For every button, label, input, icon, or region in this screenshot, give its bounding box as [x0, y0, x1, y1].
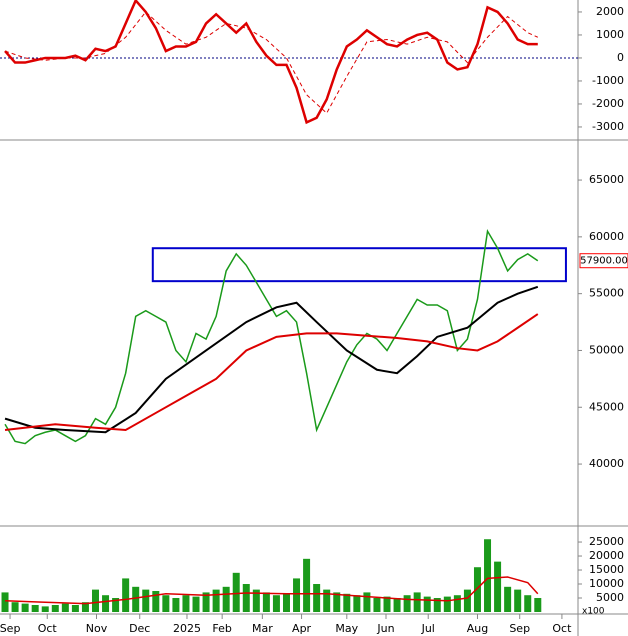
x-tick-label: 2025	[173, 622, 201, 635]
x-tick-label: Sep	[509, 622, 530, 635]
x-tick-label: Aug	[467, 622, 488, 635]
y-tick-label: 55000	[589, 287, 624, 300]
volume-bar	[11, 602, 19, 612]
volume-bar	[403, 595, 411, 612]
volume-bar	[373, 598, 381, 612]
x-tick-label: May	[335, 622, 358, 635]
volume-bar	[363, 592, 371, 612]
volume-bar	[122, 578, 130, 612]
y-tick-label: 45000	[589, 400, 624, 413]
y-tick-label: 65000	[589, 173, 624, 186]
x-tick-label: Oct	[552, 622, 572, 635]
volume-bar	[152, 591, 160, 612]
volume-bar	[132, 586, 140, 612]
volume-bar	[51, 605, 59, 612]
volume-bar	[242, 584, 250, 612]
y-tick-label: 50000	[589, 343, 624, 356]
series-line	[4, 576, 539, 605]
volume-bar	[71, 605, 79, 612]
y-tick-label: 15000	[589, 563, 624, 576]
x-tick-label: Dec	[129, 622, 150, 635]
x-tick-label: Jun	[376, 622, 394, 635]
volume-bar	[433, 598, 441, 612]
volume-bar	[222, 586, 230, 612]
volume-bar	[423, 596, 431, 612]
volume-bar	[182, 595, 190, 612]
y-tick-label: 20000	[589, 549, 624, 562]
volume-bar	[463, 589, 471, 612]
volume-bar	[212, 589, 220, 612]
y-tick-label: -3000	[592, 120, 624, 133]
volume-bar	[81, 602, 89, 612]
volume-bar	[61, 603, 69, 612]
volume-bar	[21, 603, 29, 612]
y-tick-label: 1000	[596, 28, 624, 41]
volume-bar	[102, 595, 110, 612]
volume-bar	[494, 561, 502, 612]
volume-bar	[453, 595, 461, 612]
range-box	[151, 247, 567, 283]
price-label: 57900.00	[580, 256, 628, 267]
volume-bar	[323, 589, 331, 612]
volume-bar	[31, 605, 39, 612]
x-tick-label: Nov	[86, 622, 108, 635]
volume-bar	[252, 589, 260, 612]
volume-bar	[393, 598, 401, 612]
volume-bar	[524, 595, 532, 612]
y-tick-label: -2000	[592, 97, 624, 110]
volume-bar	[41, 606, 49, 612]
volume-bar	[272, 595, 280, 612]
series-line	[4, 313, 539, 432]
volume-bar	[534, 598, 542, 612]
volume-bar	[293, 578, 301, 612]
unit-label: x100	[582, 607, 605, 617]
volume-bar	[473, 567, 481, 612]
volume-bar	[333, 592, 341, 612]
series-line	[4, 0, 538, 125]
y-tick-label: 2000	[596, 5, 624, 18]
volume-bar	[172, 598, 180, 612]
x-tick-label: Apr	[292, 622, 312, 635]
volume-bar	[162, 595, 170, 612]
y-tick-label: 40000	[589, 457, 624, 470]
volume-bar	[262, 592, 270, 612]
volume-bar	[282, 593, 290, 612]
x-tick-label: Mar	[252, 622, 273, 635]
y-tick-label: 60000	[589, 230, 624, 243]
x-tick-label: Sep	[0, 622, 20, 635]
y-tick-label: 0	[617, 51, 624, 64]
volume-bar	[1, 592, 9, 612]
volume-bar	[192, 596, 200, 612]
x-tick-label: Oct	[38, 622, 58, 635]
price-label-box	[579, 253, 628, 269]
volume-bar	[232, 572, 240, 612]
volume-bar	[383, 596, 391, 612]
volume-bar	[413, 592, 421, 612]
y-tick-label: 10000	[589, 577, 624, 590]
volume-bar	[202, 592, 210, 612]
volume-bar	[303, 558, 311, 612]
volume-bar	[112, 598, 120, 612]
volume-bar	[313, 584, 321, 612]
volume-bar	[514, 589, 522, 612]
series-line	[4, 11, 538, 114]
y-tick-label: -1000	[592, 74, 624, 87]
y-tick-label: 5000	[596, 591, 624, 604]
x-tick-label: Jul	[421, 622, 435, 635]
volume-bar	[353, 595, 361, 612]
volume-bar	[443, 596, 451, 612]
volume-bar	[142, 589, 150, 612]
volume-bar	[91, 589, 99, 612]
x-tick-label: Feb	[212, 622, 231, 635]
volume-bar	[504, 586, 512, 612]
y-tick-label: 25000	[589, 535, 624, 548]
volume-bar	[484, 539, 492, 612]
series-line	[4, 228, 539, 445]
volume-bar	[343, 593, 351, 612]
